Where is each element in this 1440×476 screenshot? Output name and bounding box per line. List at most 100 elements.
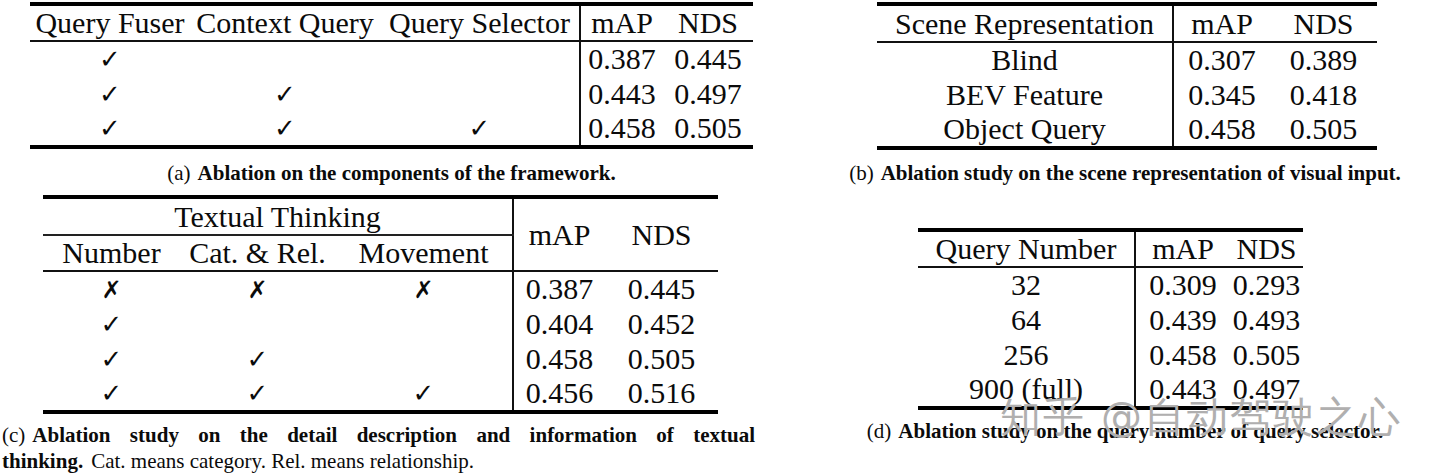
caption-label: (d)	[867, 419, 892, 443]
value-cell-best: 0.505	[1270, 112, 1377, 148]
check-cell: ✓	[180, 376, 335, 412]
label-cell: 64	[918, 302, 1135, 337]
check-cell	[380, 41, 580, 76]
column-header: mAP	[580, 4, 663, 41]
check-cell	[335, 306, 513, 341]
caption-c: (c) Ablation study on the detail descript…	[2, 423, 755, 474]
column-header: NDS	[663, 4, 753, 41]
caption-b: (b) Ablation study on the scene represent…	[812, 161, 1438, 186]
column-header: Query Selector	[380, 4, 580, 41]
caption-a: (a) Ablation on the components of the fra…	[30, 161, 753, 186]
table-scene-representation: Scene Representation mAP NDS Blind 0.307…	[877, 2, 1377, 150]
column-header: NDS	[1270, 4, 1377, 42]
caption-label: (c)	[2, 423, 25, 447]
value-cell-best: 0.458	[1173, 112, 1270, 148]
value-cell-best: 0.505	[663, 111, 753, 147]
column-header: Number	[43, 235, 180, 271]
value-cell: 0.505	[605, 341, 718, 376]
label-cell: Blind	[877, 42, 1173, 77]
zhihu-watermark: 知乎 @自动驾驶之心	[1000, 390, 1440, 445]
check-cell: ✓	[380, 111, 580, 147]
column-header: Query Number	[918, 230, 1135, 267]
check-cell: ✓	[190, 111, 380, 147]
column-header: NDS	[1230, 230, 1303, 267]
table-row: ✓ 0.387 0.445	[30, 41, 753, 76]
table-row: ✓ ✓ 0.458 0.505	[43, 341, 718, 376]
value-cell: 0.307	[1173, 42, 1270, 77]
value-cell: 0.445	[605, 271, 718, 306]
column-header: Context Query	[190, 4, 380, 41]
table-textual-thinking: Textual Thinking mAP NDS Number Cat. & R…	[43, 195, 718, 414]
check-cell: ✓	[43, 341, 180, 376]
value-cell: 0.443	[580, 76, 663, 111]
check-cell	[190, 41, 380, 76]
column-header: mAP	[1173, 4, 1270, 42]
value-cell-best: 0.458	[1135, 337, 1230, 372]
table-row: ✓ ✓ ✓ 0.458 0.505	[30, 111, 753, 147]
check-cell	[180, 306, 335, 341]
value-cell: 0.456	[513, 376, 605, 412]
caption-line: (c) Ablation study on the detail descript…	[2, 423, 755, 448]
value-cell: 0.404	[513, 306, 605, 341]
caption-label: (b)	[849, 161, 874, 185]
check-cell: ✓	[335, 376, 513, 412]
label-cell: 32	[918, 267, 1135, 302]
table-header-row: Query Fuser Context Query Query Selector…	[30, 4, 753, 41]
value-cell: 0.293	[1230, 267, 1303, 302]
value-cell-best: 0.516	[605, 376, 718, 412]
table-header-row: Scene Representation mAP NDS	[877, 4, 1377, 42]
check-cell: ✓	[30, 76, 190, 111]
table-query-number: Query Number mAP NDS 32 0.309 0.293 64 0…	[918, 228, 1303, 410]
value-cell: 0.418	[1270, 77, 1377, 112]
caption-text: Ablation on the components of the framew…	[198, 161, 616, 185]
column-header: NDS	[605, 197, 718, 271]
check-cell: ✓	[30, 41, 190, 76]
table-row: 256 0.458 0.505	[918, 337, 1303, 372]
value-cell: 0.445	[663, 41, 753, 76]
value-cell: 0.345	[1173, 77, 1270, 112]
value-cell-best: 0.458	[513, 341, 605, 376]
value-cell-best: 0.505	[1230, 337, 1303, 372]
value-cell: 0.387	[513, 271, 605, 306]
caption-label: (a)	[167, 161, 190, 185]
table-row: ✓ ✓ 0.443 0.497	[30, 76, 753, 111]
table-row: ✗ ✗ ✗ 0.387 0.445	[43, 271, 718, 306]
caption-text: thinking.	[2, 449, 83, 473]
value-cell: 0.497	[663, 76, 753, 111]
table-header-row: Query Number mAP NDS	[918, 230, 1303, 267]
value-cell: 0.493	[1230, 302, 1303, 337]
label-cell: Object Query	[877, 112, 1173, 148]
caption-text: Ablation study on the detail description…	[32, 423, 755, 447]
check-cell: ✓	[43, 376, 180, 412]
table-row: ✓ ✓ ✓ 0.456 0.516	[43, 376, 718, 412]
caption-note: Cat. means category. Rel. means relation…	[91, 449, 474, 473]
table-group-header-row: Textual Thinking mAP NDS	[43, 197, 718, 235]
cross-cell: ✗	[413, 276, 433, 304]
table-row: Blind 0.307 0.389	[877, 42, 1377, 77]
caption-line: thinking. Cat. means category. Rel. means…	[2, 449, 755, 474]
table-row: Object Query 0.458 0.505	[877, 112, 1377, 148]
label-cell: 256	[918, 337, 1135, 372]
column-header: Scene Representation	[877, 4, 1173, 42]
check-cell: ✓	[180, 341, 335, 376]
group-header: Textual Thinking	[43, 197, 513, 235]
value-cell: 0.389	[1270, 42, 1377, 77]
check-cell: ✓	[43, 306, 180, 341]
column-header: Cat. & Rel.	[180, 235, 335, 271]
value-cell: 0.387	[580, 41, 663, 76]
caption-text: Ablation study on the scene representati…	[881, 161, 1401, 185]
value-cell-best: 0.458	[580, 111, 663, 147]
value-cell: 0.452	[605, 306, 718, 341]
table-row: BEV Feature 0.345 0.418	[877, 77, 1377, 112]
check-cell	[380, 76, 580, 111]
column-header: Movement	[335, 235, 513, 271]
check-cell	[335, 341, 513, 376]
table-row: 32 0.309 0.293	[918, 267, 1303, 302]
column-header: mAP	[1135, 230, 1230, 267]
check-cell: ✓	[30, 111, 190, 147]
value-cell: 0.309	[1135, 267, 1230, 302]
column-header: mAP	[513, 197, 605, 271]
cross-cell: ✗	[101, 276, 121, 304]
table-row: 64 0.439 0.493	[918, 302, 1303, 337]
value-cell: 0.439	[1135, 302, 1230, 337]
